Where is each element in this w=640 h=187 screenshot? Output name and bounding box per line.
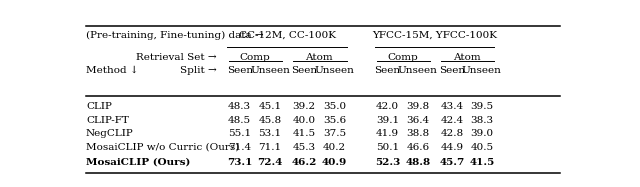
Text: Seen: Seen [374,66,401,75]
Text: 45.7: 45.7 [440,158,465,167]
Text: Split →: Split → [180,66,216,75]
Text: Retrieval Set →: Retrieval Set → [136,53,216,62]
Text: 55.1: 55.1 [228,129,252,138]
Text: Method ↓: Method ↓ [86,66,139,75]
Text: NegCLIP: NegCLIP [86,129,134,138]
Text: 38.3: 38.3 [470,116,493,125]
Text: 35.6: 35.6 [323,116,346,125]
Text: 39.1: 39.1 [376,116,399,125]
Text: 73.1: 73.1 [227,158,252,167]
Text: Seen: Seen [227,66,253,75]
Text: 72.4: 72.4 [257,158,283,167]
Text: Unseen: Unseen [462,66,502,75]
Text: Unseen: Unseen [398,66,438,75]
Text: (Pre-training, Fine-tuning) data →: (Pre-training, Fine-tuning) data → [86,30,264,40]
Text: 39.5: 39.5 [470,102,493,111]
Text: 48.3: 48.3 [228,102,252,111]
Text: 43.4: 43.4 [440,102,463,111]
Text: Comp: Comp [387,53,418,62]
Text: 48.8: 48.8 [405,158,430,167]
Text: 44.9: 44.9 [440,143,463,152]
Text: 36.4: 36.4 [406,116,429,125]
Text: 41.9: 41.9 [376,129,399,138]
Text: 39.0: 39.0 [470,129,493,138]
Text: MosaiCLIP (Ours): MosaiCLIP (Ours) [86,158,190,167]
Text: Atom: Atom [305,53,333,62]
Text: 41.5: 41.5 [292,129,316,138]
Text: MosaiCLIP w/o Curric (Ours): MosaiCLIP w/o Curric (Ours) [86,143,239,152]
Text: 71.4: 71.4 [228,143,252,152]
Text: Seen: Seen [439,66,465,75]
Text: CC-12M, CC-100K: CC-12M, CC-100K [239,30,335,40]
Text: 52.3: 52.3 [375,158,400,167]
Text: 37.5: 37.5 [323,129,346,138]
Text: 71.1: 71.1 [259,143,282,152]
Text: 38.8: 38.8 [406,129,429,138]
Text: 42.8: 42.8 [440,129,463,138]
Text: 45.8: 45.8 [259,116,282,125]
Text: Comp: Comp [239,53,270,62]
Text: 45.1: 45.1 [259,102,282,111]
Text: 46.6: 46.6 [406,143,429,152]
Text: 40.2: 40.2 [323,143,346,152]
Text: 42.0: 42.0 [376,102,399,111]
Text: 50.1: 50.1 [376,143,399,152]
Text: CLIP-FT: CLIP-FT [86,116,129,125]
Text: 48.5: 48.5 [228,116,252,125]
Text: 35.0: 35.0 [323,102,346,111]
Text: 41.5: 41.5 [469,158,494,167]
Text: 39.2: 39.2 [292,102,316,111]
Text: CLIP: CLIP [86,102,112,111]
Text: 40.5: 40.5 [470,143,493,152]
Text: Unseen: Unseen [250,66,290,75]
Text: 46.2: 46.2 [291,158,317,167]
Text: YFCC-15M, YFCC-100K: YFCC-15M, YFCC-100K [372,30,497,40]
Text: 45.3: 45.3 [292,143,316,152]
Text: 53.1: 53.1 [259,129,282,138]
Text: Unseen: Unseen [314,66,355,75]
Text: 40.9: 40.9 [322,158,347,167]
Text: 40.0: 40.0 [292,116,316,125]
Text: 39.8: 39.8 [406,102,429,111]
Text: 42.4: 42.4 [440,116,463,125]
Text: Atom: Atom [453,53,481,62]
Text: Seen: Seen [291,66,317,75]
